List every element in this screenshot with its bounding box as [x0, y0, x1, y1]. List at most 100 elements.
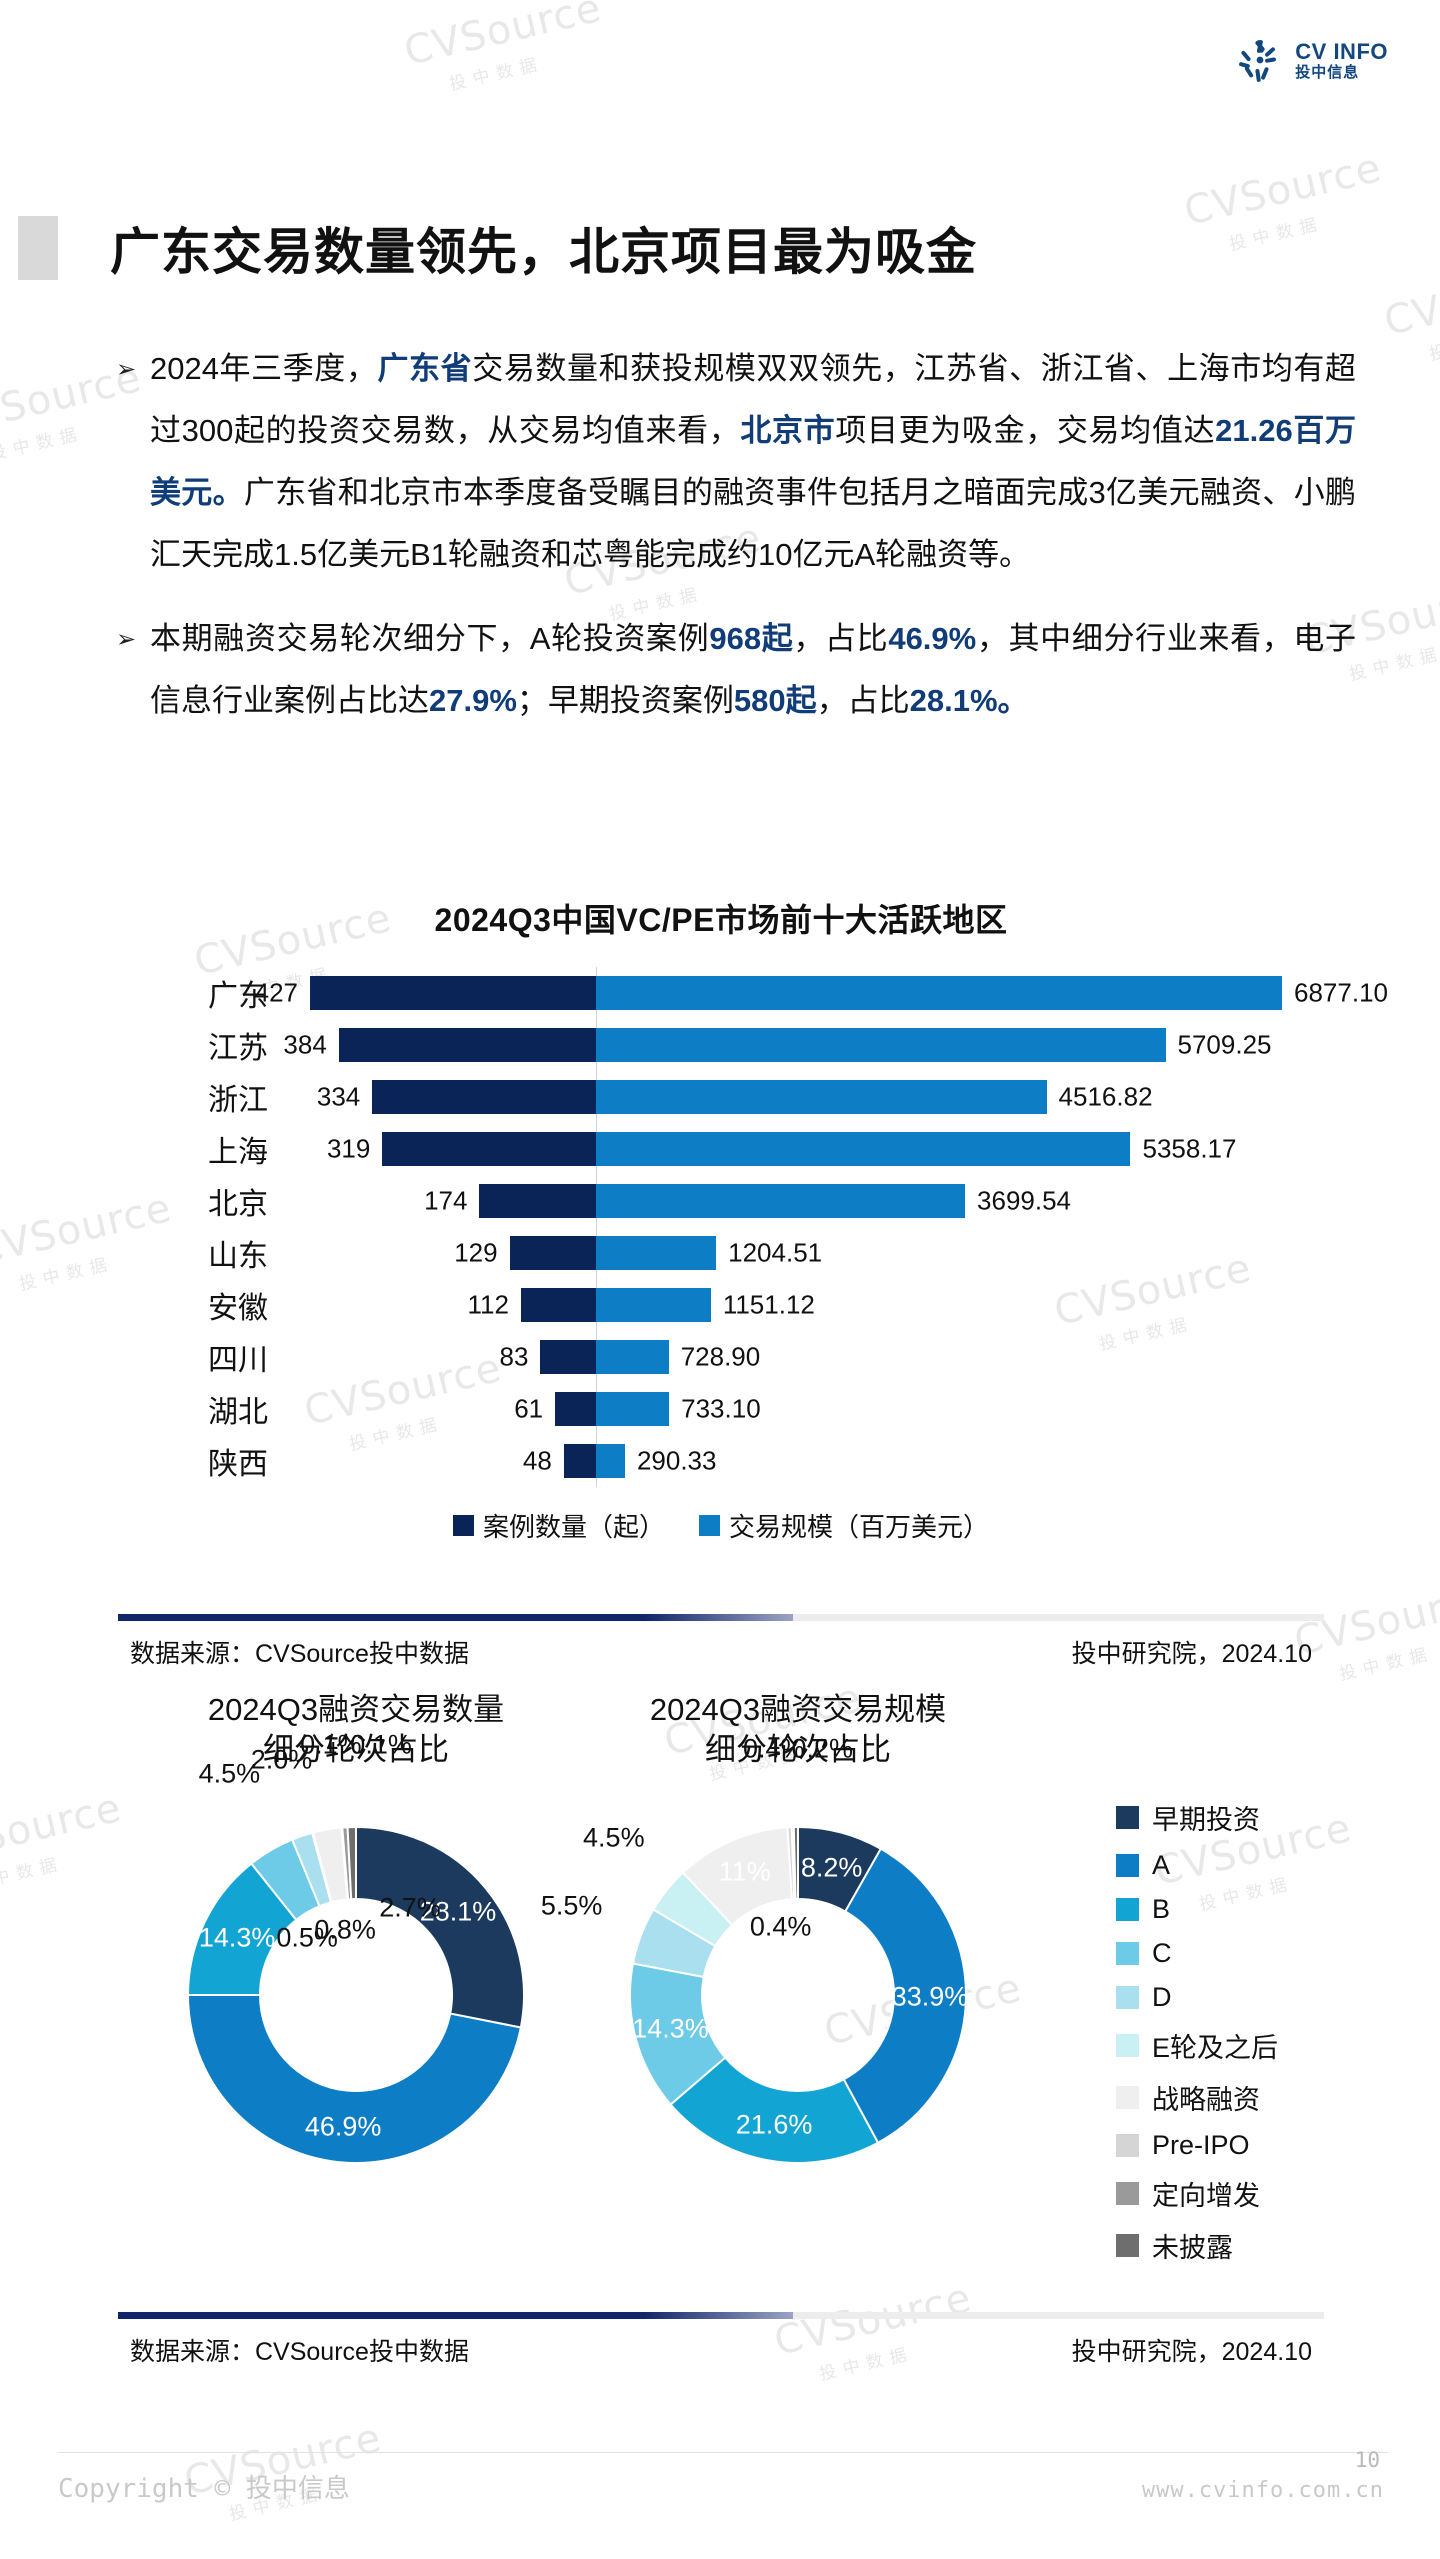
- legend-swatch: [1115, 2182, 1139, 2205]
- legend-swatch: [1115, 1942, 1139, 1965]
- donut-slice[interactable]: [842, 1847, 967, 2145]
- bar-chart-row: 安徽 112 1151.12: [118, 1279, 1324, 1331]
- legend-label: 交易规模（百万美元）: [729, 1512, 990, 1542]
- watermark-line1: CVSource: [1380, 254, 1440, 345]
- bar-chart-row: 北京 174 3699.54: [118, 1175, 1324, 1227]
- legend-label: 战略融资: [1151, 2085, 1260, 2115]
- bar-chart-row: 广东 427 6877.10: [118, 967, 1388, 1019]
- text-run: 2024年三季度，: [150, 351, 378, 386]
- donut-plot-amount: 8.2% 33.9% 21.6% 14.3% 5.5% 4.5% 11% 0.4% 0.2% 0.…: [541, 1733, 1008, 2205]
- bar-amount-value: 5358.17: [1142, 1133, 1237, 1164]
- divider: [118, 1614, 1324, 1621]
- bar-amount-value: 733.10: [681, 1393, 761, 1424]
- bar-count-value: 129: [454, 1237, 498, 1268]
- bar-amount: [596, 1184, 966, 1218]
- highlight-text: 广东省: [377, 351, 473, 386]
- bar-count-value: 427: [254, 977, 298, 1008]
- legend-label: 早期投资: [1151, 1805, 1260, 1835]
- bar-category-label: 安徽: [208, 1292, 268, 1325]
- legend-item[interactable]: A: [1115, 1850, 1278, 1881]
- legend-label: C: [1151, 1938, 1172, 1968]
- legend-swatch: [1115, 1898, 1139, 1921]
- bar-amount: [596, 1236, 717, 1270]
- bar-chart-row: 上海 319 5358.17: [118, 1123, 1324, 1175]
- bar-category-label: 陕西: [208, 1448, 268, 1481]
- paragraph-text: 2024年三季度，广东省交易数量和获投规模双双领先，江苏省、浙江省、上海市均有超…: [150, 338, 1356, 586]
- page-number: 10: [1354, 2448, 1380, 2472]
- bar-canvas: 334 4516.82: [296, 1071, 1296, 1123]
- watermark-line2: 投中数据: [1427, 323, 1440, 365]
- source-footer-2: 数据来源：CVSource投中数据 投中研究院，2024.10: [118, 2312, 1324, 2368]
- legend-item[interactable]: E轮及之后: [1115, 2026, 1278, 2065]
- donut-plot-count: 28.1% 46.9% 14.3% 4.5% 2.0% 0.1% 2.7% 0.1% 0.5% 0…: [146, 1729, 566, 2205]
- legend-item[interactable]: 定向增发: [1115, 2174, 1278, 2213]
- text-run: 广东省和北京市本季度备受瞩目的融资事件包括月之暗面完成3亿美元融资、小鹏汇天完成…: [150, 475, 1356, 572]
- watermark-line2: 投中数据: [447, 53, 546, 95]
- donut-slice[interactable]: [346, 1826, 357, 1901]
- legend-swatch: [1115, 1806, 1139, 1829]
- title-accent-block: [18, 216, 58, 280]
- source-footer-1: 数据来源：CVSource投中数据 投中研究院，2024.10: [118, 1614, 1324, 1670]
- watermark: CVSource 投中数据: [1180, 145, 1392, 263]
- donut-slice-label: 8.2%: [800, 1852, 863, 1883]
- highlight-text: 27.9%: [429, 683, 517, 718]
- bar-amount: [596, 976, 1282, 1010]
- donut-slice[interactable]: [669, 2056, 880, 2165]
- donut-title-count: 2024Q3融资交易数量 细分轮次占比: [146, 1690, 566, 1769]
- legend-item[interactable]: 未披露: [1115, 2226, 1278, 2265]
- legend-label: A: [1151, 1850, 1170, 1880]
- bar-count: [382, 1132, 596, 1166]
- donut-legend: 早期投资 A B C D E轮及之后战略融资 Pre-IPO 定向增发未披露: [1115, 1798, 1278, 2278]
- bar-count: [479, 1184, 596, 1218]
- donut-slice-label: 0.1%: [300, 1729, 362, 1760]
- donut-slice[interactable]: [186, 1994, 522, 2165]
- highlight-text: 580起: [733, 683, 817, 718]
- legend-label: 未披露: [1151, 2233, 1233, 2263]
- legend-item[interactable]: 案例数量（起）: [452, 1507, 665, 1544]
- bar-canvas: 174 3699.54: [296, 1175, 1296, 1227]
- bar-chart-title: 2024Q3中国VC/PE市场前十大活跃地区: [434, 902, 1008, 938]
- legend-item[interactable]: D: [1115, 1982, 1278, 2013]
- donut-slice[interactable]: [355, 1826, 525, 2030]
- watermark: CVSource 投中数据: [0, 1785, 132, 1903]
- bar-amount-value: 5709.25: [1177, 1029, 1272, 1060]
- donut-slice-label: 14.3%: [632, 2013, 709, 2044]
- legend-swatch: [1115, 2134, 1139, 2157]
- bar-chart-row: 江苏 384 5709.25: [118, 1019, 1324, 1071]
- bar-amount-value: 290.33: [636, 1445, 717, 1476]
- legend-item[interactable]: B: [1115, 1894, 1278, 1925]
- donut-chart-count: 2024Q3融资交易数量 细分轮次占比 28.1% 46.9% 14.3% 4.5% 2…: [146, 1690, 566, 2205]
- bar-amount-value: 3699.54: [977, 1185, 1072, 1216]
- bar-amount: [596, 1444, 625, 1478]
- donut-slice[interactable]: [792, 1826, 799, 1901]
- divider: [118, 2312, 1324, 2319]
- donut-slice-label: 0.8%: [314, 1914, 376, 1945]
- donut-title-amount: 2024Q3融资交易规模 细分轮次占比: [588, 1690, 1008, 1769]
- donut-title-line1: 2024Q3融资交易数量: [207, 1692, 505, 1727]
- bar-canvas: 112 1151.12: [296, 1279, 1296, 1331]
- bar-canvas: 61 733.10: [296, 1383, 1296, 1435]
- bar-amount: [596, 1080, 1047, 1114]
- highlight-text: 北京市: [740, 413, 836, 448]
- legend-label: 定向增发: [1151, 2181, 1260, 2211]
- bar-amount: [596, 1028, 1166, 1062]
- watermark-line2: 投中数据: [1227, 213, 1326, 255]
- bar-canvas: 129 1204.51: [296, 1227, 1296, 1279]
- highlight-text: 46.9%: [888, 621, 977, 656]
- legend-item[interactable]: Pre-IPO: [1115, 2130, 1278, 2161]
- paragraph-text: 本期融资交易轮次细分下，A轮投资案例968起，占比46.9%，其中细分行业来看，…: [150, 608, 1356, 732]
- donut-slice-label: 33.9%: [891, 1981, 969, 2012]
- text-run: ；早期投资案例: [516, 683, 734, 718]
- bar-category-label: 江苏: [208, 1032, 268, 1065]
- bar-count: [563, 1444, 596, 1478]
- website-link[interactable]: www.cvinfo.com.cn: [1141, 2478, 1384, 2503]
- watermark: CVSource 投中数据: [400, 0, 612, 103]
- bar-count-value: 174: [424, 1185, 468, 1216]
- bar-category-label: 山东: [208, 1240, 268, 1273]
- legend-item[interactable]: 交易规模（百万美元）: [699, 1507, 989, 1544]
- legend-item[interactable]: C: [1115, 1938, 1278, 1969]
- watermark-line2: 投中数据: [1337, 1643, 1436, 1685]
- legend-item[interactable]: 早期投资: [1115, 1798, 1278, 1837]
- legend-item[interactable]: 战略融资: [1115, 2078, 1278, 2117]
- donut-slice-label: 0.2%: [791, 1733, 854, 1764]
